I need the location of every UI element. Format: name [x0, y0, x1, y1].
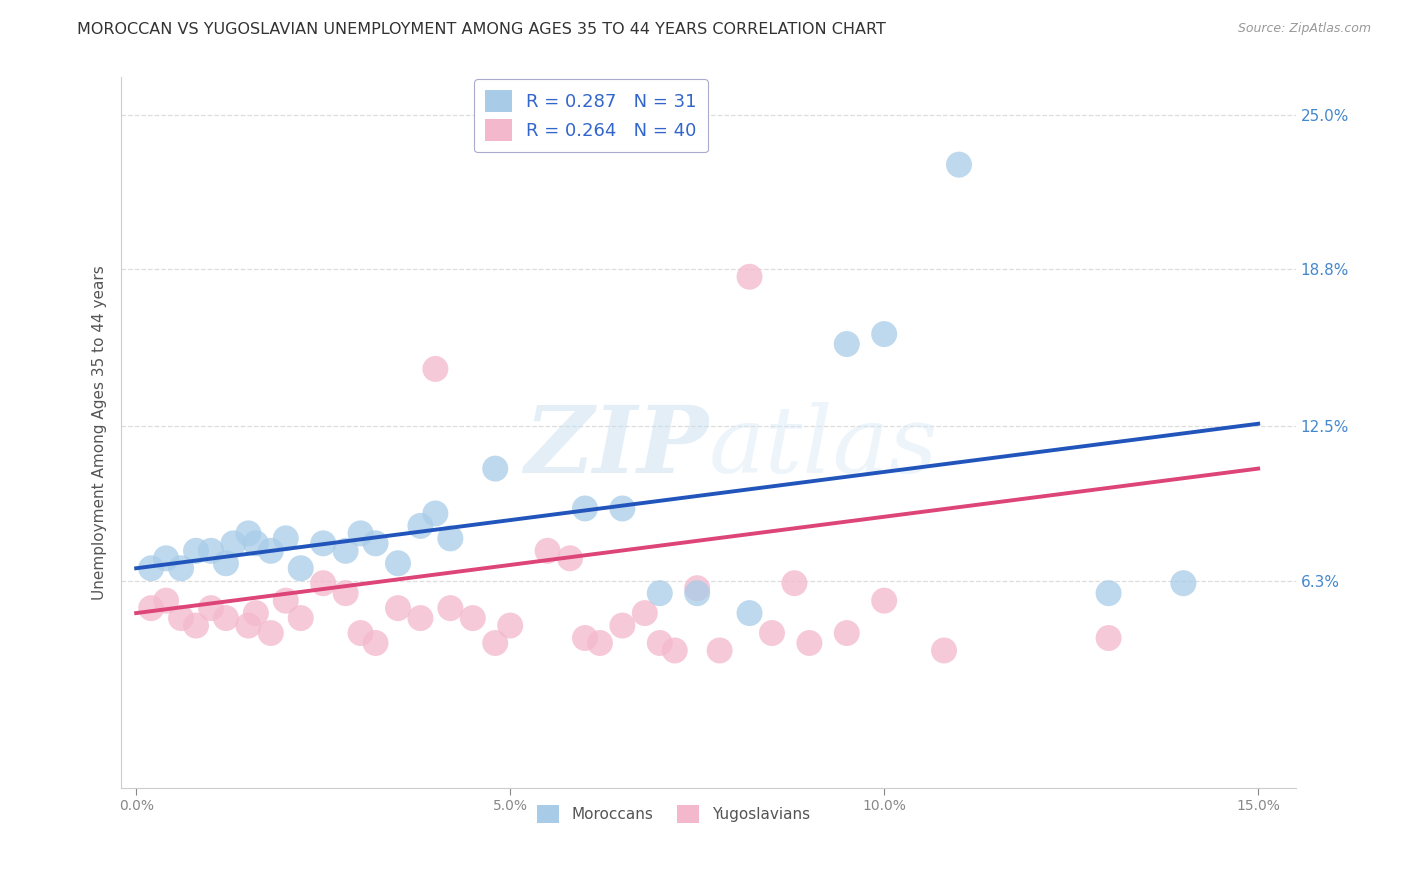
Text: atlas: atlas: [709, 401, 938, 491]
Point: [574, 501, 596, 516]
Point: [799, 636, 821, 650]
Point: [260, 544, 283, 558]
Point: [170, 561, 193, 575]
Point: [738, 269, 761, 284]
Point: [215, 611, 238, 625]
Point: [349, 526, 371, 541]
Point: [387, 601, 409, 615]
Point: [215, 556, 238, 570]
Point: [1097, 631, 1119, 645]
Point: [155, 593, 177, 607]
Point: [461, 611, 484, 625]
Point: [274, 532, 297, 546]
Legend: Moroccans, Yugoslavians: Moroccans, Yugoslavians: [530, 798, 815, 830]
Point: [425, 362, 447, 376]
Point: [387, 556, 409, 570]
Point: [364, 636, 387, 650]
Point: [686, 581, 709, 595]
Point: [170, 611, 193, 625]
Point: [589, 636, 612, 650]
Point: [312, 536, 335, 550]
Point: [648, 636, 671, 650]
Point: [409, 519, 432, 533]
Point: [335, 586, 357, 600]
Point: [835, 626, 858, 640]
Point: [835, 337, 858, 351]
Point: [290, 611, 312, 625]
Point: [409, 611, 432, 625]
Point: [612, 618, 634, 632]
Point: [634, 606, 657, 620]
Point: [425, 507, 447, 521]
Point: [245, 606, 267, 620]
Point: [200, 544, 222, 558]
Point: [139, 561, 162, 575]
Point: [238, 618, 260, 632]
Point: [499, 618, 522, 632]
Point: [484, 461, 506, 475]
Point: [873, 593, 896, 607]
Point: [783, 576, 806, 591]
Point: [274, 593, 297, 607]
Point: [439, 532, 461, 546]
Point: [932, 643, 955, 657]
Point: [260, 626, 283, 640]
Point: [1097, 586, 1119, 600]
Point: [484, 636, 506, 650]
Point: [664, 643, 686, 657]
Point: [245, 536, 267, 550]
Point: [761, 626, 783, 640]
Point: [873, 327, 896, 342]
Point: [222, 536, 245, 550]
Text: ZIP: ZIP: [524, 401, 709, 491]
Point: [312, 576, 335, 591]
Y-axis label: Unemployment Among Ages 35 to 44 years: Unemployment Among Ages 35 to 44 years: [93, 265, 107, 599]
Text: Source: ZipAtlas.com: Source: ZipAtlas.com: [1237, 22, 1371, 36]
Point: [155, 551, 177, 566]
Point: [536, 544, 558, 558]
Point: [238, 526, 260, 541]
Point: [349, 626, 371, 640]
Point: [200, 601, 222, 615]
Point: [738, 606, 761, 620]
Point: [290, 561, 312, 575]
Point: [574, 631, 596, 645]
Point: [948, 158, 970, 172]
Point: [1173, 576, 1195, 591]
Point: [709, 643, 731, 657]
Point: [184, 618, 207, 632]
Point: [364, 536, 387, 550]
Point: [686, 586, 709, 600]
Point: [335, 544, 357, 558]
Point: [139, 601, 162, 615]
Text: MOROCCAN VS YUGOSLAVIAN UNEMPLOYMENT AMONG AGES 35 TO 44 YEARS CORRELATION CHART: MOROCCAN VS YUGOSLAVIAN UNEMPLOYMENT AMO…: [77, 22, 886, 37]
Point: [558, 551, 581, 566]
Point: [439, 601, 461, 615]
Point: [648, 586, 671, 600]
Point: [184, 544, 207, 558]
Point: [612, 501, 634, 516]
